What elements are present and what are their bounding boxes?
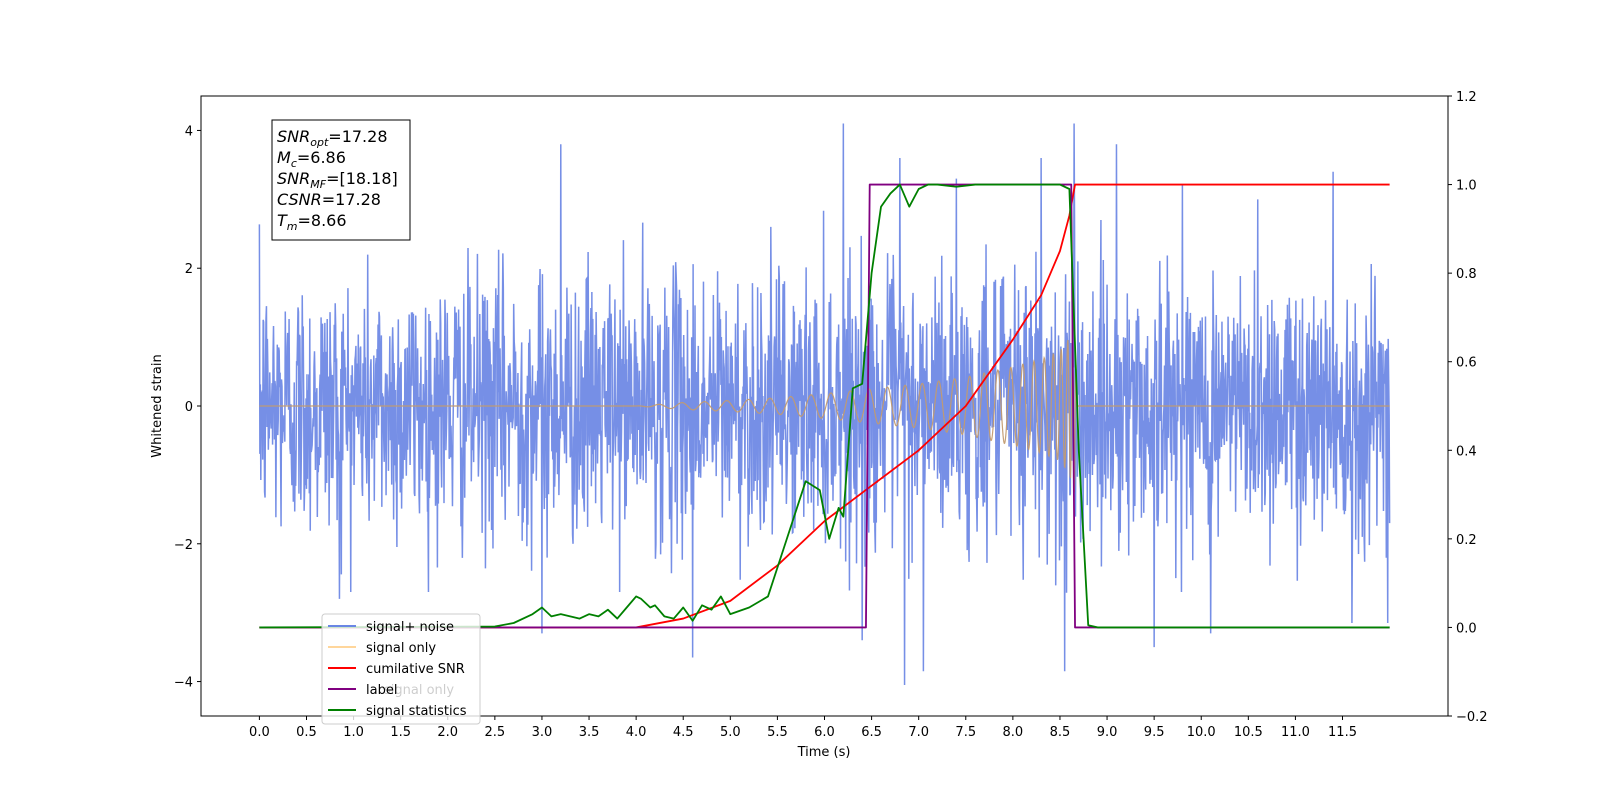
x-tick-label: 6.5 [861, 725, 882, 740]
x-tick-label: 11.0 [1281, 725, 1310, 740]
x-tick-label: 7.0 [908, 725, 929, 740]
x-tick-label: 2.0 [437, 725, 458, 740]
x-tick-label: 1.5 [390, 725, 411, 740]
info-line: Tm=8.66 [277, 211, 347, 233]
x-tick-label: 6.0 [814, 725, 835, 740]
series-signal-statistics [259, 183, 1390, 629]
info-box-frame [271, 119, 411, 241]
plot-area [258, 123, 1391, 686]
x-tick-label: 4.0 [626, 725, 647, 740]
y-right-tick-label: 0.8 [1456, 267, 1477, 282]
y-axis-label: Whitened strain [150, 354, 165, 457]
y-right-tick-label: 0.6 [1456, 356, 1477, 371]
x-tick-label: 9.0 [1097, 725, 1118, 740]
x-tick-label: 4.5 [673, 725, 694, 740]
x-tick-label: 3.0 [532, 725, 553, 740]
x-tick-label: 3.5 [579, 725, 600, 740]
y-left-tick-label: 0 [185, 400, 193, 415]
x-tick-label: 5.5 [767, 725, 788, 740]
x-tick-label: 1.0 [343, 725, 364, 740]
x-tick-label: 9.5 [1144, 725, 1165, 740]
x-tick-label: 2.5 [485, 725, 506, 740]
y-right-tick-label: −0.2 [1456, 710, 1488, 725]
legend-frame [321, 613, 481, 725]
y-left-tick-label: 2 [185, 262, 193, 277]
y-axis-left: −4 −2 0 2 4 [174, 124, 201, 691]
y-left-tick-label: −2 [174, 538, 193, 553]
series-signal-only [259, 328, 1390, 493]
x-tick-label: 10.5 [1234, 725, 1263, 740]
series-signal-plus-noise [258, 123, 1391, 686]
legend-label: cumilative SNR [366, 662, 465, 677]
legend-label: signal only [366, 641, 436, 656]
info-line: SNRMF=[18.18] [277, 169, 398, 191]
x-tick-label: 0.0 [249, 725, 270, 740]
info-line: CSNR=17.28 [277, 190, 381, 209]
series-cumilative-snr [259, 183, 1390, 629]
info-line: Mc=6.86 [277, 148, 346, 170]
x-tick-label: 10.0 [1187, 725, 1216, 740]
legend-label: label [366, 683, 397, 698]
legend: signal+ noise signal only cumilative SNR la… [321, 613, 481, 725]
y-axis-right: −0.2 0.0 0.2 0.4 0.6 0.8 1.0 1.2 [1448, 90, 1488, 725]
info-line: SNRopt=17.28 [277, 127, 388, 149]
legend-label: signal statistics [366, 704, 467, 719]
x-tick-label: 5.0 [720, 725, 741, 740]
x-tick-label: 8.0 [1003, 725, 1024, 740]
y-right-tick-label: 1.2 [1456, 90, 1477, 105]
info-box: SNRopt=17.28Mc=6.86SNRMF=[18.18]CSNR=17.… [271, 119, 411, 241]
y-left-tick-label: 4 [185, 124, 193, 139]
y-right-tick-label: 0.2 [1456, 533, 1477, 548]
y-right-tick-label: 1.0 [1456, 179, 1477, 194]
x-tick-label: 0.5 [296, 725, 317, 740]
legend-label: signal+ noise [366, 620, 454, 635]
x-axis: 0.0 0.5 1.0 1.5 2.0 2.5 3.0 3.5 4.0 4.5 5.0 5.5 6.0 6… [249, 716, 1357, 740]
x-axis-label: Time (s) [797, 745, 851, 760]
y-right-tick-label: 0.0 [1456, 621, 1477, 636]
legend-overlap-label: signal only [384, 683, 454, 698]
y-left-tick-label: −4 [174, 676, 193, 691]
x-tick-label: 11.5 [1328, 725, 1357, 740]
x-tick-label: 7.5 [955, 725, 976, 740]
x-tick-label: 8.5 [1050, 725, 1071, 740]
y-right-tick-label: 0.4 [1456, 444, 1477, 459]
